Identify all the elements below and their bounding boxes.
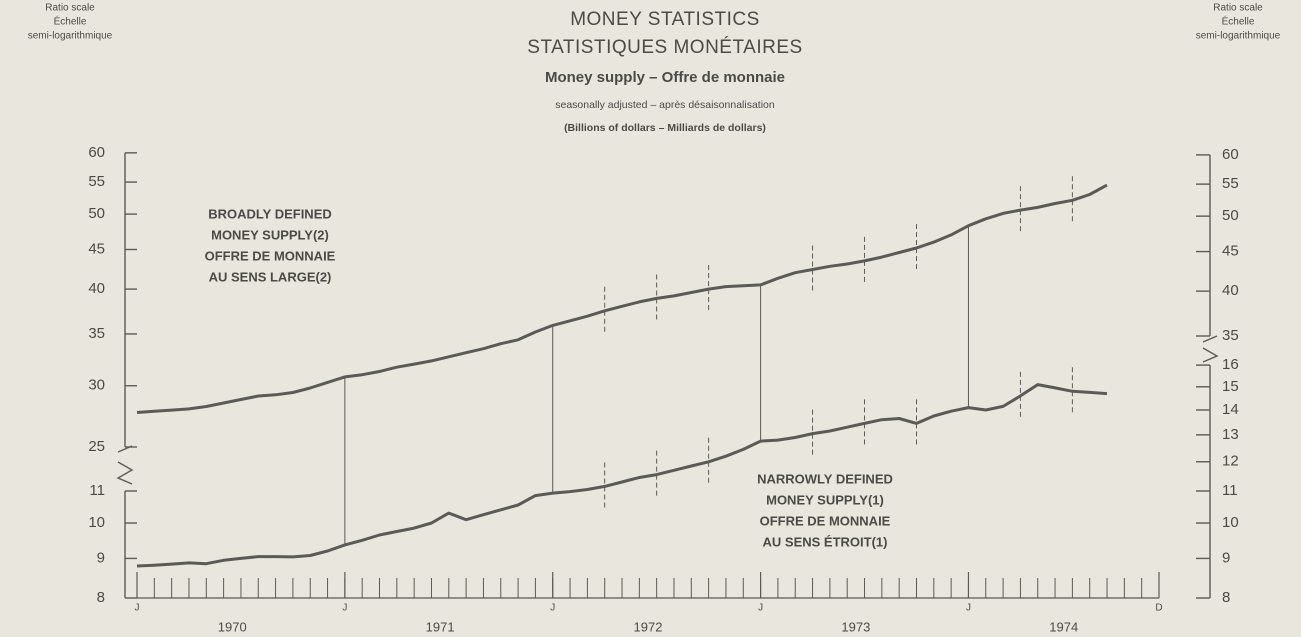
y-tick-label: 9 — [97, 549, 105, 566]
y2-tick-label: 16 — [1222, 356, 1239, 373]
series-label: OFFRE DE MONNAIE — [760, 513, 891, 528]
series-label: OFFRE DE MONNAIE — [205, 248, 336, 263]
x-tick-label: J — [966, 603, 971, 614]
y2-tick-label: 35 — [1222, 327, 1239, 344]
y2-tick-label: 12 — [1222, 453, 1239, 470]
y2-tick-label: 10 — [1222, 514, 1239, 531]
y-axis-label: Échelle — [54, 15, 87, 28]
y2-tick-label: 13 — [1222, 426, 1239, 443]
chart-title-fr: STATISTIQUES MONÉTAIRES — [527, 37, 802, 58]
y-axis-label: Ratio scale — [45, 3, 95, 14]
y2-tick-label: 45 — [1222, 243, 1239, 260]
y-tick-label: 35 — [88, 325, 105, 342]
y-tick-label: 40 — [88, 280, 105, 297]
x-tick-label: J — [550, 603, 555, 614]
x-year-label: 1974 — [1049, 619, 1078, 634]
axis-break — [116, 445, 134, 485]
x-tick-label: J — [135, 603, 140, 614]
y-axis-label: semi-logarithmique — [28, 31, 113, 42]
axis-break — [1202, 335, 1219, 363]
chart-subtitle: Money supply – Offre de monnaie — [545, 69, 785, 86]
y2-tick-label: 60 — [1222, 146, 1239, 163]
y2-tick-label: 11 — [1222, 482, 1238, 499]
series-label: AU SENS ÉTROIT(1) — [763, 534, 888, 549]
y-tick-label: 11 — [89, 482, 105, 499]
x-year-label: 1971 — [426, 619, 455, 634]
y2-axis-label: Échelle — [1222, 15, 1255, 28]
series-label: BROADLY DEFINED — [208, 206, 332, 221]
y2-axis-label: semi-logarithmique — [1196, 31, 1281, 42]
y2-tick-label: 15 — [1222, 378, 1239, 395]
x-tick-label: D — [1155, 603, 1162, 614]
y-tick-label: 30 — [88, 377, 105, 394]
chart-title: MONEY STATISTICS — [570, 9, 760, 30]
y-tick-label: 45 — [88, 240, 105, 257]
x-year-label: 1972 — [634, 619, 663, 634]
y2-tick-label: 50 — [1222, 207, 1239, 224]
x-year-label: 1970 — [218, 619, 247, 634]
y2-tick-label: 14 — [1222, 401, 1239, 418]
y-tick-label: 8 — [97, 589, 105, 606]
y-tick-label: 25 — [88, 438, 105, 455]
series-line — [136, 183, 1108, 414]
y2-tick-label: 9 — [1222, 549, 1230, 566]
y-tick-label: 10 — [88, 514, 105, 531]
series-label: MONEY SUPPLY(1) — [766, 492, 884, 507]
series-line — [136, 383, 1108, 568]
x-tick-label: J — [758, 603, 763, 614]
y2-tick-label: 40 — [1222, 282, 1239, 299]
y2-tick-label: 8 — [1222, 589, 1230, 606]
y-tick-label: 60 — [88, 144, 105, 161]
series-label: MONEY SUPPLY(2) — [211, 227, 329, 242]
chart-units: (Billions of dollars – Milliards de doll… — [564, 122, 766, 134]
series-label: NARROWLY DEFINED — [757, 471, 893, 486]
chart-note: seasonally adjusted – après désaisonnali… — [555, 99, 775, 111]
y2-tick-label: 55 — [1222, 175, 1239, 192]
y-tick-label: 55 — [88, 173, 105, 190]
y-tick-label: 50 — [88, 205, 105, 222]
y2-axis-label: Ratio scale — [1213, 3, 1263, 14]
x-year-label: 1973 — [841, 619, 870, 634]
x-tick-label: J — [342, 603, 347, 614]
series-label: AU SENS LARGE(2) — [209, 269, 332, 284]
